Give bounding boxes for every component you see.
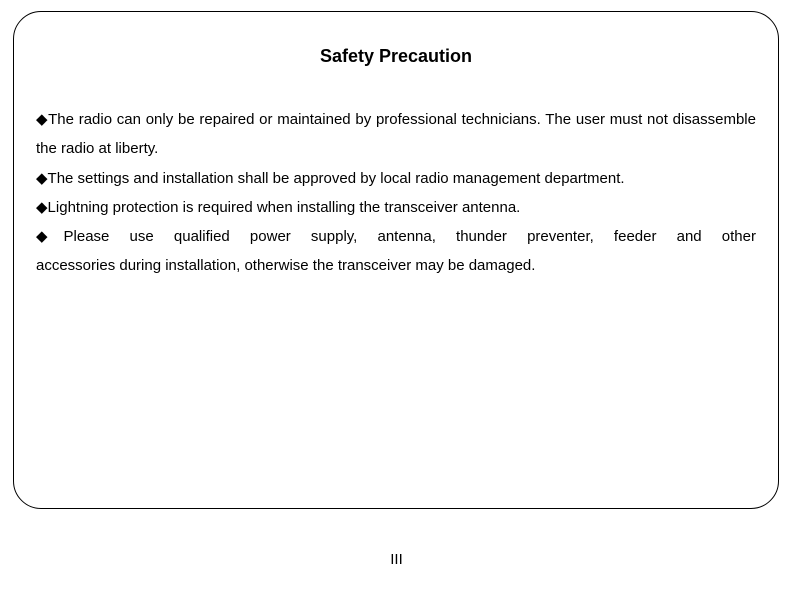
- page-number: III: [0, 551, 793, 568]
- precaution-list: ◆The radio can only be repaired or maint…: [36, 105, 756, 281]
- list-item: ◆Lightning protection is required when i…: [36, 193, 756, 222]
- list-item: ◆Please use qualified power supply, ante…: [36, 222, 756, 251]
- item-text: The settings and installation shall be a…: [48, 170, 625, 187]
- bullet-icon: ◆: [36, 170, 48, 187]
- document-page: Safety Precaution ◆The radio can only be…: [0, 0, 793, 592]
- list-item-cont: accessories during installation, otherwi…: [36, 251, 756, 280]
- item-text: Please use qualified power supply, anten…: [64, 228, 756, 245]
- item-text: Lightning protection is required when in…: [48, 199, 521, 216]
- page-title: Safety Precaution: [36, 46, 756, 67]
- bullet-icon: ◆: [36, 199, 48, 216]
- bullet-icon: ◆: [36, 111, 48, 128]
- safety-box: Safety Precaution ◆The radio can only be…: [13, 11, 779, 509]
- list-item: ◆The settings and installation shall be …: [36, 164, 756, 193]
- bullet-icon: ◆: [36, 228, 64, 245]
- item-text: accessories during installation, otherwi…: [36, 257, 535, 274]
- item-text: The radio can only be repaired or mainta…: [36, 111, 756, 157]
- list-item: ◆The radio can only be repaired or maint…: [36, 105, 756, 164]
